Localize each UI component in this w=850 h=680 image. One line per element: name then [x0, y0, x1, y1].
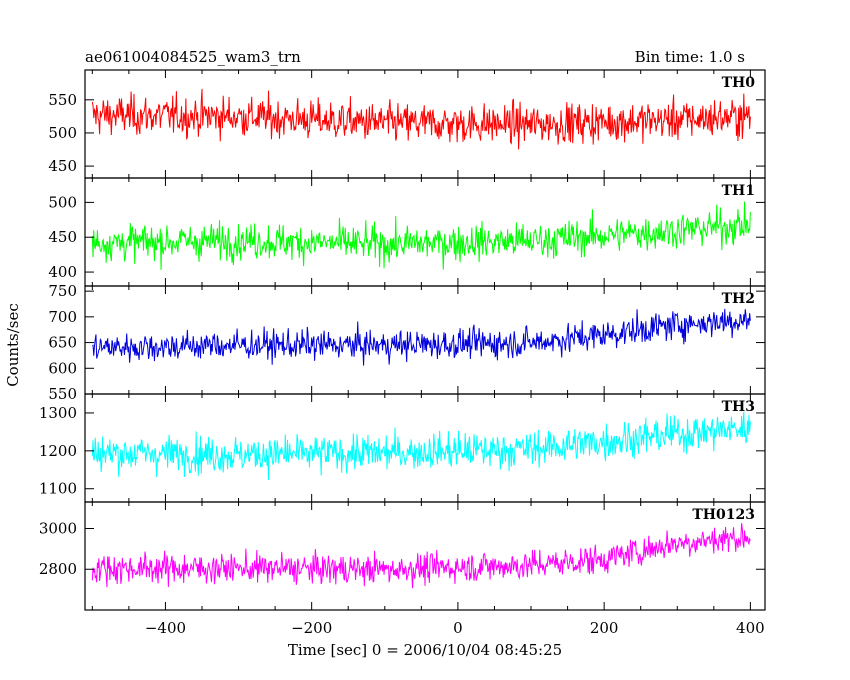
series-line-th3 [91, 411, 751, 480]
panel-th2: 550 600 650 700 750 TH2 [48, 282, 766, 403]
x-axis-label: Time [sec] 0 = 2006/10/04 08:45:25 [288, 641, 562, 659]
y-tick-label: 700 [48, 308, 77, 326]
series-label-th0: TH0 [722, 75, 756, 91]
y-tick-label: 400 [48, 263, 77, 281]
series-label-th3: TH3 [722, 399, 755, 415]
panel-frame [84, 501, 766, 611]
chart-title: ae061004084525_wam3_trn [85, 48, 301, 66]
y-tick-label: 3000 [39, 519, 77, 537]
x-tick-label: 0 [453, 619, 463, 637]
y-tick-label: 1100 [39, 480, 77, 498]
y-tick-label: 550 [48, 91, 77, 109]
y-tick-label: 550 [48, 385, 77, 403]
panel-th0: 450 500 550 TH0 [48, 69, 766, 179]
y-tick-label: 2800 [39, 560, 77, 578]
series-line-th0 [91, 88, 751, 150]
series-line-th0123 [91, 523, 751, 589]
x-tick-label: 200 [590, 619, 619, 637]
panel-th1: 400 450 500 TH1 [48, 177, 766, 287]
panel-th0123: 2800 3000 TH0123 −400 −200 0 200 400 [39, 501, 766, 637]
series-line-th2 [92, 308, 751, 366]
y-tick-label: 650 [48, 334, 77, 352]
panel-th3: 1100 1200 1300 TH3 [39, 393, 766, 503]
y-tick-label: 500 [48, 193, 77, 211]
series-label-th0123: TH0123 [692, 507, 755, 523]
x-tick-label: −400 [145, 619, 186, 637]
series-line-th1 [91, 201, 751, 270]
y-tick-label: 500 [48, 124, 77, 142]
x-tick-label: 400 [736, 619, 765, 637]
bin-time-label: Bin time: 1.0 s [635, 48, 745, 66]
y-tick-label: 450 [48, 228, 77, 246]
y-tick-label: 1200 [39, 442, 77, 460]
y-tick-label: 750 [48, 282, 77, 300]
y-tick-label: 600 [48, 359, 77, 377]
y-axis-label: Counts/sec [4, 303, 22, 387]
series-label-th2: TH2 [722, 291, 755, 307]
series-label-th1: TH1 [722, 183, 755, 199]
panels-group: 450 500 550 TH0 400 450 500 TH1 550 600 650 700 750 T… [39, 69, 766, 637]
y-tick-label: 450 [48, 157, 77, 175]
y-tick-label: 1300 [39, 404, 77, 422]
x-tick-label: −200 [291, 619, 332, 637]
